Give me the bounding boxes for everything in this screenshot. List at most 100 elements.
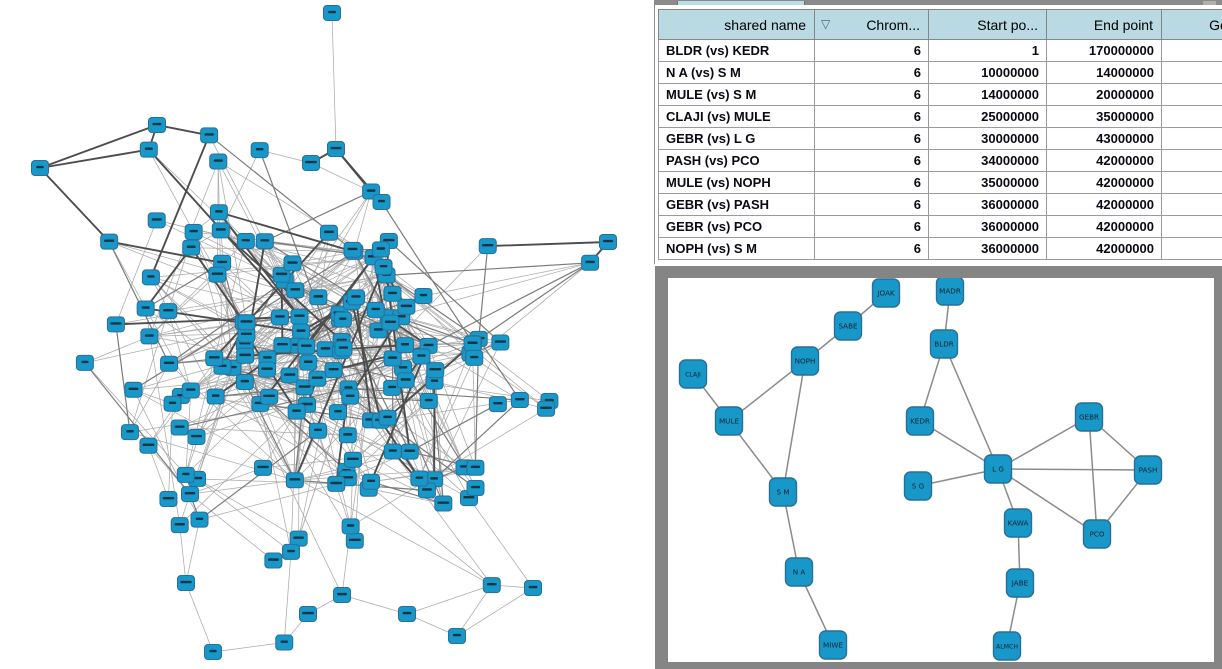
network-node[interactable] bbox=[100, 233, 119, 250]
network-node[interactable] bbox=[159, 303, 178, 320]
table-panel-tab[interactable] bbox=[677, 1, 805, 5]
network-node-l-g[interactable]: L G bbox=[983, 454, 1013, 484]
network-node[interactable] bbox=[345, 532, 364, 549]
network-node[interactable] bbox=[410, 470, 429, 487]
network-node[interactable] bbox=[235, 374, 254, 391]
network-node[interactable] bbox=[211, 222, 230, 239]
network-node[interactable] bbox=[581, 254, 600, 271]
network-node[interactable] bbox=[491, 334, 510, 351]
network-node[interactable] bbox=[343, 241, 362, 258]
network-node[interactable] bbox=[374, 259, 393, 276]
network-node[interactable] bbox=[273, 337, 292, 354]
network-node[interactable] bbox=[482, 577, 501, 594]
network-node-mule[interactable]: MULE bbox=[714, 406, 744, 436]
network-node[interactable] bbox=[170, 419, 189, 436]
network-node[interactable] bbox=[327, 141, 345, 157]
network-node[interactable] bbox=[372, 193, 391, 210]
network-node[interactable] bbox=[308, 370, 327, 387]
network-node[interactable] bbox=[176, 466, 195, 483]
column-header-end-point[interactable]: End point bbox=[1046, 9, 1162, 40]
network-node[interactable] bbox=[396, 337, 415, 354]
network-node[interactable] bbox=[190, 511, 209, 528]
network-node[interactable] bbox=[141, 269, 160, 286]
network-node[interactable] bbox=[283, 255, 302, 272]
network-node-jabe[interactable]: JABE bbox=[1005, 568, 1035, 598]
network-node-pash[interactable]: PASH bbox=[1133, 455, 1163, 485]
network-node[interactable] bbox=[426, 362, 445, 379]
network-node[interactable] bbox=[140, 328, 159, 345]
network-node[interactable] bbox=[383, 285, 402, 302]
network-node[interactable] bbox=[381, 314, 400, 331]
network-node[interactable] bbox=[466, 459, 485, 476]
network-node[interactable] bbox=[187, 428, 206, 445]
network-node-s-m[interactable]: S M bbox=[768, 477, 798, 507]
network-node[interactable] bbox=[448, 628, 466, 644]
network-node[interactable] bbox=[316, 341, 335, 358]
network-node[interactable] bbox=[599, 234, 617, 250]
network-node[interactable] bbox=[148, 117, 166, 133]
network-node[interactable] bbox=[177, 575, 195, 591]
network-node-miwe[interactable]: MIWE bbox=[818, 630, 848, 660]
network-node[interactable] bbox=[182, 239, 201, 256]
table-row[interactable]: NOPH (vs) S M636000000420000009.9 bbox=[658, 237, 1222, 260]
network-node[interactable] bbox=[250, 142, 269, 159]
network-node[interactable] bbox=[366, 301, 385, 318]
column-header-chrom[interactable]: ▽ Chrom... bbox=[814, 9, 929, 40]
network-node[interactable] bbox=[328, 404, 347, 421]
table-row[interactable]: GEBR (vs) PASH636000000420000008.9 bbox=[658, 193, 1222, 216]
network-node-madr[interactable]: MADR bbox=[935, 278, 965, 306]
network-node[interactable] bbox=[524, 580, 542, 596]
network-node[interactable] bbox=[465, 349, 484, 366]
network-node[interactable] bbox=[270, 309, 289, 326]
network-node-n-a[interactable]: N A bbox=[784, 557, 814, 587]
network-node[interactable] bbox=[264, 552, 283, 569]
table-row[interactable]: BLDR (vs) KEDR61170000000192.0 bbox=[658, 39, 1222, 62]
network-node-claji[interactable]: CLAJI bbox=[678, 359, 708, 389]
network-node[interactable] bbox=[209, 204, 228, 221]
network-node[interactable] bbox=[106, 316, 125, 333]
network-node[interactable] bbox=[396, 372, 415, 389]
network-node[interactable] bbox=[136, 300, 155, 317]
network-node[interactable] bbox=[208, 266, 227, 283]
network-node[interactable] bbox=[412, 348, 431, 365]
network-node[interactable] bbox=[343, 451, 362, 468]
network-node[interactable] bbox=[139, 141, 158, 158]
network-node[interactable] bbox=[180, 486, 199, 503]
column-header-genetic[interactable]: Genetic... bbox=[1161, 9, 1222, 40]
network-node[interactable] bbox=[371, 241, 390, 258]
network-node[interactable] bbox=[308, 422, 327, 439]
network-node[interactable] bbox=[297, 338, 316, 355]
network-node[interactable] bbox=[341, 518, 360, 535]
network-node-joak[interactable]: JOAK bbox=[871, 278, 901, 308]
network-node[interactable] bbox=[419, 392, 438, 409]
network-node[interactable] bbox=[209, 153, 228, 170]
network-node[interactable] bbox=[319, 224, 338, 241]
network-node[interactable] bbox=[338, 470, 357, 487]
network-node[interactable] bbox=[139, 437, 158, 454]
network-node[interactable] bbox=[170, 517, 189, 534]
network-node[interactable] bbox=[463, 335, 482, 352]
network-node[interactable] bbox=[159, 491, 178, 508]
table-row[interactable]: GEBR (vs) L G6300000004300000016.9 bbox=[658, 127, 1222, 150]
network-node[interactable] bbox=[333, 311, 352, 328]
network-node[interactable] bbox=[75, 354, 94, 371]
network-node[interactable] bbox=[333, 587, 352, 604]
small-network-canvas[interactable]: JOAK SABE MADR BLDR NOPH CLAJI MULE KEDR GEBR L G… bbox=[668, 278, 1214, 662]
network-node[interactable] bbox=[299, 606, 317, 622]
network-node-kedr[interactable]: KEDR bbox=[905, 406, 935, 436]
network-node[interactable] bbox=[434, 495, 453, 512]
network-node[interactable] bbox=[292, 323, 311, 340]
network-node[interactable] bbox=[253, 459, 272, 476]
network-node[interactable] bbox=[338, 427, 357, 444]
table-row[interactable]: MULE (vs) NOPH6350000004200000010.5 bbox=[658, 171, 1222, 194]
network-node[interactable] bbox=[213, 254, 232, 271]
network-node[interactable] bbox=[204, 644, 222, 660]
network-node[interactable] bbox=[400, 443, 419, 460]
network-node[interactable] bbox=[347, 289, 366, 306]
network-node[interactable] bbox=[309, 289, 328, 306]
network-node[interactable] bbox=[237, 314, 256, 331]
network-node-s-g[interactable]: S G bbox=[903, 471, 933, 501]
network-node[interactable] bbox=[285, 472, 304, 489]
table-row[interactable]: CLAJI (vs) MULE625000000350000005.9 bbox=[658, 105, 1222, 128]
network-node-gebr[interactable]: GEBR bbox=[1074, 402, 1104, 432]
